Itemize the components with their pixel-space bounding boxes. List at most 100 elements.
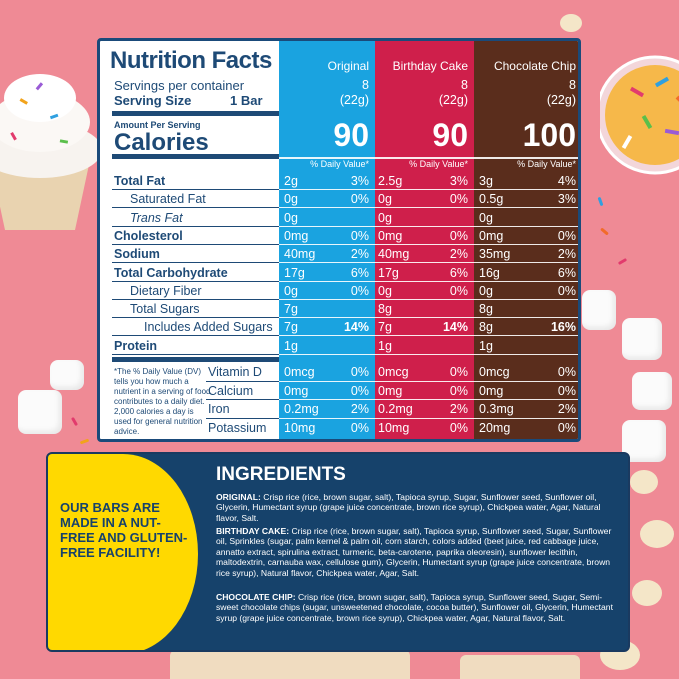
nutrient-dv: 0% bbox=[350, 192, 369, 207]
nutrient-value: 1g bbox=[479, 338, 493, 353]
nutrient-dv: 0% bbox=[449, 283, 468, 298]
nutrient-value: 1g bbox=[284, 338, 298, 353]
divider bbox=[112, 317, 279, 319]
nutrient-dv: 6% bbox=[557, 265, 576, 280]
nutrition-facts-title: Nutrition Facts bbox=[110, 47, 272, 74]
divider bbox=[112, 353, 279, 355]
cereal-crumb bbox=[632, 580, 662, 606]
divider bbox=[112, 357, 279, 362]
servings-birthday-cake: 8 bbox=[461, 78, 468, 92]
nutrient-row-total-sugars: Total Sugars 7g 8g 8g bbox=[100, 300, 578, 318]
vitamin-value: 0mg bbox=[284, 383, 309, 398]
sprinkle bbox=[600, 227, 609, 236]
vitamin-row-calcium: Calcium 0mg 0% 0mg 0% 0mg 0% bbox=[100, 382, 578, 400]
divider bbox=[279, 262, 578, 264]
nutrient-dv: 2% bbox=[449, 247, 468, 262]
marshmallow bbox=[582, 290, 616, 330]
ingredients-birthday-cake-label: BIRTHDAY CAKE: bbox=[216, 526, 290, 536]
vitamin-value: 0mcg bbox=[284, 365, 315, 379]
sprinkles-bowl-image bbox=[600, 55, 679, 175]
nutrient-row-dietary-fiber: Dietary Fiber 0g 0% 0g 0% 0g 0% bbox=[100, 282, 578, 300]
nutrient-value: 8g bbox=[479, 302, 493, 317]
vitamin-dv: 0% bbox=[350, 420, 369, 435]
nutrient-row-includes-added-sugars: Includes Added Sugars 7g 14% 7g 14% 8g 16% bbox=[100, 318, 578, 336]
divider bbox=[206, 417, 279, 419]
ingredients-chocolate-chip: CHOCOLATE CHIP: Crisp rice (rice, brown … bbox=[216, 592, 624, 623]
vitamin-dv: 0% bbox=[350, 383, 369, 398]
amount-per-serving-label: Amount Per Serving bbox=[114, 120, 201, 130]
ingredients-original-text: Crisp rice (rice, brown sugar, salt), Ta… bbox=[216, 492, 601, 523]
nutrient-dv: 2% bbox=[350, 247, 369, 262]
nutrient-dv: 16% bbox=[550, 320, 576, 335]
nutrient-dv: 0% bbox=[557, 228, 576, 243]
nutrient-row-protein: Protein 1g 1g 1g bbox=[100, 337, 578, 355]
nutrient-dv: 14% bbox=[442, 320, 468, 335]
vitamin-value: 10mg bbox=[284, 420, 316, 435]
divider bbox=[206, 380, 279, 382]
nutrient-label-total-fat: Total Fat bbox=[114, 174, 166, 188]
divider bbox=[112, 225, 279, 227]
column-header-chocolate-chip: Chocolate Chip bbox=[493, 59, 576, 73]
vitamin-dv: 0% bbox=[449, 365, 468, 379]
divider bbox=[112, 298, 279, 300]
divider bbox=[112, 262, 279, 264]
vitamin-value: 0mg bbox=[378, 383, 403, 398]
sprinkle bbox=[79, 438, 90, 445]
vitamin-row-iron: Iron 0.2mg 2% 0.2mg 2% 0.3mg 2% bbox=[100, 400, 578, 418]
cereal-crumb bbox=[170, 650, 410, 679]
divider bbox=[279, 189, 578, 190]
nutrient-dv: 2% bbox=[557, 247, 576, 262]
nutrient-value: 0g bbox=[284, 192, 298, 207]
nutrient-dv: 0% bbox=[449, 192, 468, 207]
vitamin-dv: 0% bbox=[557, 365, 576, 379]
nutrient-label-includes-added-sugars: Includes Added Sugars bbox=[144, 320, 273, 335]
nutrient-row-sodium: Sodium 40mg 2% 40mg 2% 35mg 2% bbox=[100, 245, 578, 263]
nutrient-label-sodium: Sodium bbox=[114, 247, 160, 262]
nutrient-row-total-carbohydrate: Total Carbohydrate 17g 6% 17g 6% 16g 6% bbox=[100, 264, 578, 282]
nutrient-value: 2.5g bbox=[378, 174, 403, 188]
nutrition-facts-panel: Nutrition Facts Original Birthday Cake C… bbox=[97, 38, 581, 442]
ingredients-chocolate-chip-text: Crisp rice (rice, brown sugar, salt), Ta… bbox=[216, 592, 613, 623]
nutrient-row-total-fat: Total Fat 2g 3% 2.5g 3% 3g 4% bbox=[100, 172, 578, 190]
vitamin-dv: 0% bbox=[557, 420, 576, 435]
divider bbox=[112, 335, 279, 337]
nutrient-value: 0g bbox=[479, 210, 493, 225]
divider bbox=[279, 157, 578, 159]
nutrient-value: 40mg bbox=[378, 247, 410, 262]
nutrient-label-saturated-fat: Saturated Fat bbox=[130, 192, 206, 207]
calories-birthday-cake: 90 bbox=[432, 117, 468, 153]
nutrient-value: 0g bbox=[378, 283, 392, 298]
serving-size-value: 1 Bar bbox=[230, 93, 263, 108]
nutrient-dv: 6% bbox=[449, 265, 468, 280]
cereal-crumb bbox=[560, 14, 582, 32]
cereal-crumb bbox=[630, 470, 658, 494]
divider bbox=[112, 280, 279, 282]
cupcake-image bbox=[0, 74, 102, 230]
divider bbox=[279, 243, 578, 245]
nutrient-value: 7g bbox=[284, 302, 298, 317]
nutrient-label-trans-fat: Trans Fat bbox=[130, 210, 183, 225]
nutrient-value: 35mg bbox=[479, 247, 511, 262]
nutrient-value: 3g bbox=[479, 174, 493, 188]
nutrient-value: 17g bbox=[284, 265, 305, 280]
nutrient-label-cholesterol: Cholesterol bbox=[114, 228, 183, 243]
divider bbox=[279, 207, 578, 209]
servings-label: Servings per container bbox=[114, 78, 245, 93]
nutrient-row-saturated-fat: Saturated Fat 0g 0% 0g 0% 0.5g 3% bbox=[100, 190, 578, 208]
birthday-cake-column bbox=[375, 41, 474, 439]
vitamin-dv: 0% bbox=[449, 383, 468, 398]
nutrient-dv: 6% bbox=[350, 265, 369, 280]
nutrient-label-protein: Protein bbox=[114, 338, 158, 353]
vitamin-value: 0mcg bbox=[378, 365, 409, 379]
nutrient-value: 0g bbox=[284, 283, 298, 298]
nutrient-dv: 4% bbox=[557, 174, 576, 188]
nutrient-value: 0mg bbox=[378, 228, 403, 243]
marshmallow bbox=[622, 318, 662, 360]
vitamin-dv: 0% bbox=[449, 420, 468, 435]
divider bbox=[112, 243, 279, 245]
dv-header-chocolate-chip: % Daily Value* bbox=[517, 159, 576, 169]
vitamin-dv: 0% bbox=[350, 365, 369, 379]
serving-size-label: Serving Size bbox=[114, 93, 192, 108]
nutrient-dv: 0% bbox=[557, 283, 576, 298]
vitamin-row-vitamin-d: Vitamin D 0mcg 0% 0mcg 0% 0mcg 0% bbox=[100, 363, 578, 381]
